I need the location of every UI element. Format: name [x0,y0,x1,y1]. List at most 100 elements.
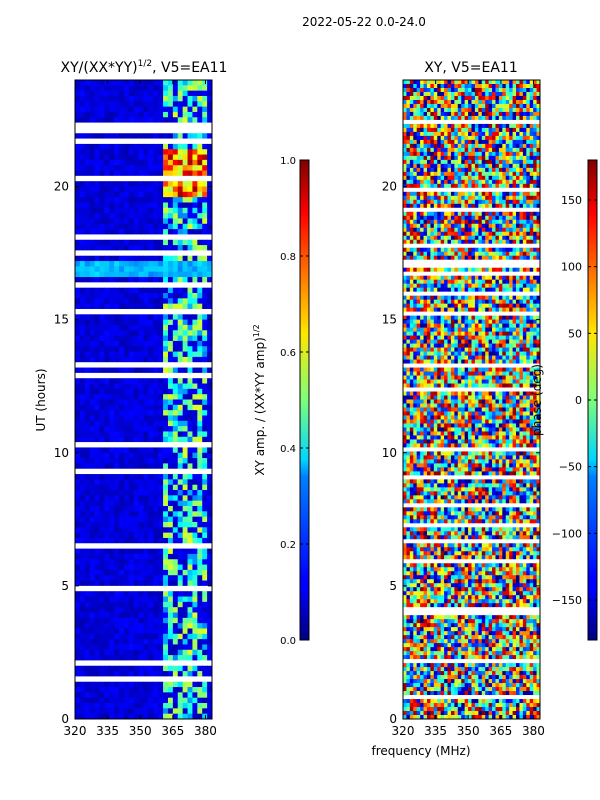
heatmap-cell [89,612,95,619]
heatmap-cell [158,293,164,299]
heatmap-cell [158,90,164,97]
heatmap-cell [133,495,139,502]
heatmap-cell [109,250,115,257]
heatmap-cell [526,219,531,225]
heatmap-cell [197,170,203,177]
heatmap-cell [153,532,159,539]
heatmap-cell [84,548,91,555]
heatmap-cell [177,484,184,491]
heatmap-cell [109,383,115,390]
heatmap-cell [79,591,86,597]
heatmap-cell [75,213,81,219]
heatmap-cell [104,575,110,581]
heatmap-cell [182,95,188,102]
heatmap-cell [533,219,537,225]
heatmap-cell [187,154,193,161]
heatmap-cell [158,149,164,155]
heatmap-cell [182,697,188,704]
heatmap-cell [119,575,125,581]
heatmap-cell [119,356,125,363]
heatmap-cell [177,463,184,470]
heatmap-cell [84,665,91,672]
heatmap-cell [84,404,91,411]
heatmap-cell [177,394,184,400]
heatmap-cell [437,111,442,117]
heatmap-cell [207,143,213,150]
heatmap-cell [143,165,149,171]
heatmap-cell [143,628,149,635]
heatmap-cell [75,559,81,565]
heatmap-cell [177,165,184,171]
heatmap-cell [187,436,193,443]
heatmap-cell [158,415,164,422]
heatmap-cell [529,167,534,173]
heatmap-cell [529,115,534,121]
heatmap-cell [79,271,86,278]
heatmap-cell [192,687,198,693]
heatmap-cell [84,500,91,507]
heatmap-cell [143,687,149,693]
heatmap-cell [133,378,139,384]
heatmap-cell [153,495,159,502]
heatmap-cell [187,527,193,534]
heatmap-cell [177,655,184,661]
heatmap-cell [167,229,174,235]
heatmap-cell [94,95,100,102]
heatmap-cell [119,223,125,230]
heatmap-cell [114,575,120,581]
heatmap-cell [505,203,510,209]
heatmap-cell [207,250,213,257]
heatmap-cell [413,207,418,213]
heatmap-cell [84,639,91,645]
heatmap-cell [172,404,179,411]
heatmap-cell [516,167,520,173]
heatmap-cell [444,135,448,141]
heatmap-cell [109,351,115,358]
heatmap-cell [433,123,438,129]
heatmap-cell [536,87,541,93]
heatmap-cell [192,335,198,342]
heatmap-cell [202,697,208,704]
heatmap-cell [123,143,130,150]
heatmap-cell [123,239,130,246]
heatmap-cell [167,601,174,608]
heatmap-cell [128,639,135,645]
heatmap-cell [423,183,428,189]
heatmap-cell [75,506,81,512]
heatmap-cell [519,191,524,197]
heatmap-cell [502,219,507,225]
heatmap-cell [505,99,510,105]
heatmap-cell [403,135,407,141]
heatmap-cell [182,596,188,603]
heatmap-cell [114,261,120,267]
heatmap-cell [192,111,198,118]
heatmap-cell [440,215,445,221]
heatmap-cell [163,511,169,518]
heatmap-cell [430,195,435,201]
heatmap-cell [495,111,500,117]
heatmap-cell [192,591,198,597]
heatmap-cell [474,195,479,201]
heatmap-cell [192,527,198,534]
heatmap-cell [464,191,469,197]
heatmap-cell [197,143,203,150]
heatmap-cell [114,351,120,358]
heatmap-cell [163,175,169,182]
heatmap-cell [207,655,213,661]
heatmap-cell [167,111,174,118]
heatmap-cell [536,95,541,101]
heatmap-cell [153,681,159,688]
heatmap-cell [426,195,431,201]
heatmap-cell [158,250,164,257]
heatmap-cell [89,553,95,560]
heatmap-cell [440,171,445,177]
heatmap-cell [158,234,164,241]
heatmap-cell [148,553,154,560]
heatmap-cell [447,211,452,217]
heatmap-cell [138,245,144,251]
heatmap-cell [114,410,120,416]
heatmap-cell [133,133,139,139]
heatmap-cell [99,282,105,289]
heatmap-cell [187,367,193,374]
heatmap-cell [202,388,208,395]
